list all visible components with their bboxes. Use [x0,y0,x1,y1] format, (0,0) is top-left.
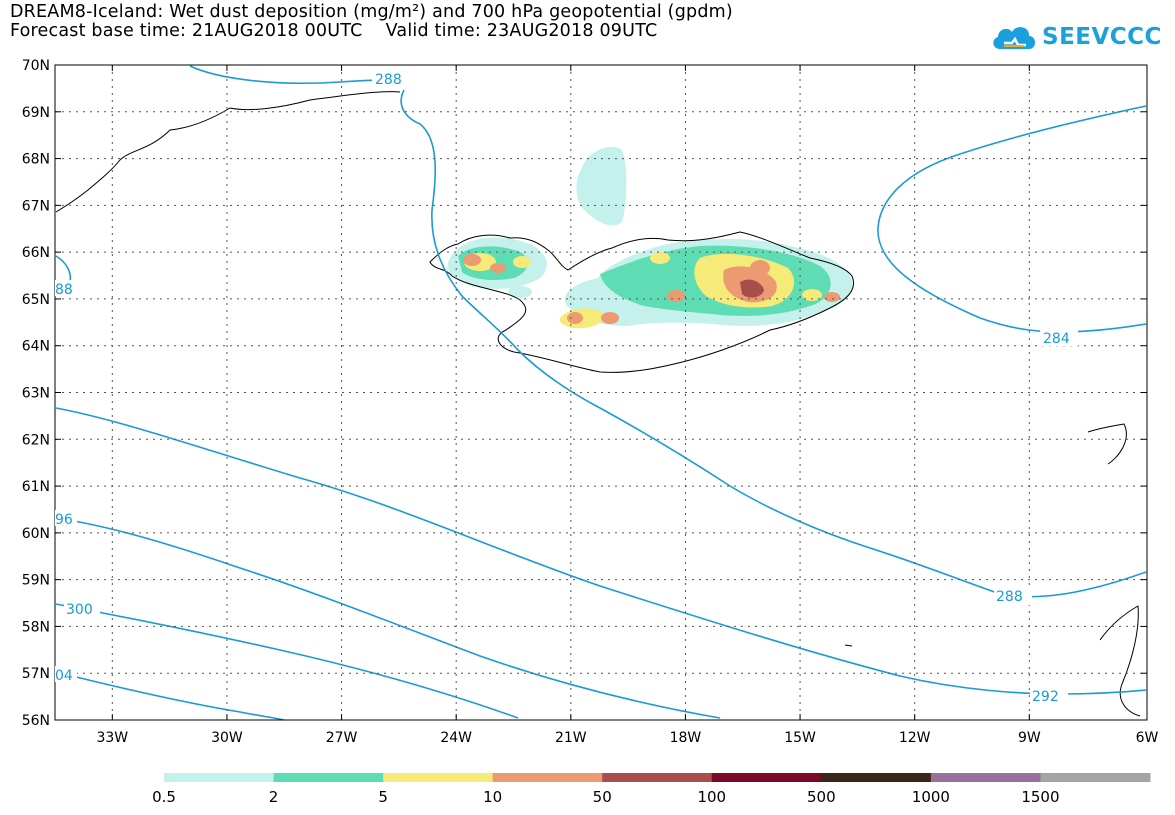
contour-label-04: 04 [55,668,73,684]
legend-color-swatch [711,773,822,782]
lat-label: 61N [22,479,50,495]
legend-color-swatch [164,773,275,782]
contour-304 [55,671,285,721]
legend-label: 500 [807,788,836,806]
legend-color-swatch [492,773,603,782]
legend-color-swatch [383,773,494,782]
seevccc-logo: SEEVCCC [990,20,1162,54]
lat-label: 60N [22,526,50,542]
coastlines [55,91,1141,717]
legend-label: 0.5 [152,788,176,806]
map-grid [55,65,1147,720]
lon-label: 12W [899,730,931,746]
legend-color-swatch [1040,773,1151,782]
dust-deposition-field [447,146,853,329]
contour-label-288-top: 288 [375,72,402,88]
longitude-labels: 33W 30W 27W 24W 21W 18W 15W 12W 9W 6W [96,730,1158,746]
contour-label-300: 300 [66,602,93,618]
latitude-labels: 70N 69N 68N 67N 66N 65N 64N 63N 62N 61N 60N 59N 58N 5… [22,58,50,729]
lat-label: 64N [22,339,50,355]
lon-label: 24W [440,730,472,746]
contour-label-96: 96 [55,512,73,528]
legend-color-swatch [602,773,713,782]
lon-label: 33W [96,730,128,746]
scotland-norway-coast [1087,423,1127,465]
lat-label: 68N [22,152,50,168]
logo-text: SEEVCCC [1042,24,1162,50]
faroe-norway-coast [1099,605,1141,717]
lat-label: 62N [22,432,50,448]
lat-label: 63N [22,386,50,402]
contour-88-west [55,255,72,283]
map-title: DREAM8-Iceland: Wet dust deposition (mg/… [10,2,733,22]
lon-label: 27W [326,730,358,746]
cloud-icon [993,27,1035,49]
contour-label-292: 292 [1032,689,1059,705]
small-island [844,644,853,647]
contour-296 [55,517,721,719]
legend-label: 50 [593,788,612,806]
contour-label-284: 284 [1043,331,1070,347]
lon-label: 18W [670,730,702,746]
contour-300 [55,603,519,719]
lon-label: 9W [1018,730,1041,746]
legend-label: 1500 [1021,788,1059,806]
legend-color-swatch [821,773,932,782]
lat-label: 67N [22,198,50,214]
map-subtitle: Forecast base time: 21AUG2018 00UTC Vali… [10,21,658,41]
contour-288-west-branch [400,89,1147,598]
legend-color-swatch [930,773,1041,782]
lat-label: 70N [22,58,50,74]
contour-label-288-right: 288 [996,589,1023,605]
legend-label: 2 [269,788,279,806]
lon-label: 21W [555,730,587,746]
lat-label: 57N [22,666,50,682]
lat-label: 56N [22,713,50,729]
iceland-coastline [429,231,854,373]
legend-label: 10 [483,788,502,806]
contour-label-group: 288 88 284 96 288 300 04 292 [55,69,1078,705]
contour-288-north [189,65,403,84]
contour-292 [55,407,1147,695]
lon-label: 30W [211,730,243,746]
lat-label: 58N [22,619,50,635]
color-legend: 0.5 2 5 10 50 100 500 1000 1500 [152,773,1151,806]
lat-label: 69N [22,105,50,121]
legend-label: 5 [378,788,388,806]
contour-label-88: 88 [55,282,73,298]
contour-284 [877,105,1147,333]
lat-label: 59N [22,573,50,589]
lat-label: 65N [22,292,50,308]
legend-color-swatch [273,773,384,782]
greenland-coastline [55,91,401,213]
legend-label: 1000 [912,788,950,806]
lat-label: 66N [22,245,50,261]
lon-label: 6W [1136,730,1159,746]
legend-label: 100 [697,788,726,806]
map-ticks [55,64,1148,721]
lon-label: 15W [784,730,816,746]
